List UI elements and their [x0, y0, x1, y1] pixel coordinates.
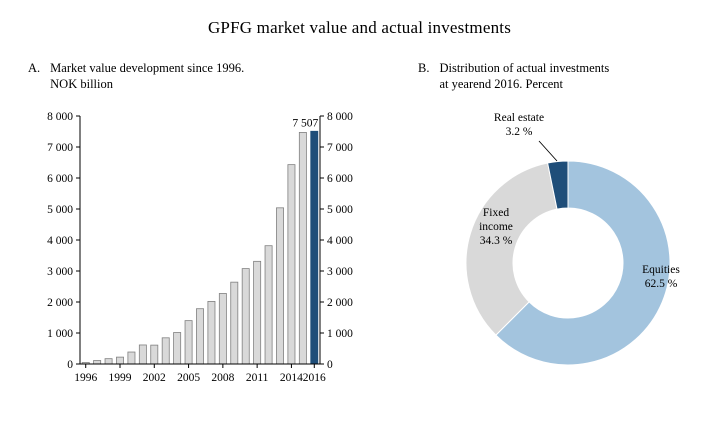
svg-text:5 000: 5 000 — [47, 203, 73, 215]
svg-text:3.2 %: 3.2 % — [506, 126, 533, 138]
panel-a-heading-text: Market value development since 1996. NOK… — [50, 60, 400, 93]
panel-investments: B. Distribution of actual investments at… — [418, 60, 718, 401]
svg-text:0: 0 — [327, 358, 333, 370]
svg-text:Equities: Equities — [642, 264, 680, 276]
svg-text:3 000: 3 000 — [327, 265, 353, 277]
svg-text:8 000: 8 000 — [327, 110, 353, 122]
bar-chart: 0 0 1 000 1 000 2 000 2 000 3 000 3 000 4 000 4 0… — [47, 110, 353, 384]
svg-text:1999: 1999 — [109, 372, 132, 384]
svg-text:Real estate: Real estate — [494, 112, 544, 124]
panel-b-label: B. — [418, 61, 430, 75]
svg-text:2 000: 2 000 — [47, 296, 73, 308]
svg-text:3 000: 3 000 — [47, 265, 73, 277]
panel-a-heading-line1: Market value development since 1996. — [50, 61, 245, 75]
svg-text:2016: 2016 — [303, 372, 326, 384]
svg-text:2 000: 2 000 — [327, 296, 353, 308]
svg-text:2014: 2014 — [280, 372, 303, 384]
svg-text:1996: 1996 — [74, 372, 97, 384]
donut-chart: Equities 62.5 % Fixed income 34.3 % Real esta… — [465, 112, 680, 365]
svg-text:income: income — [479, 221, 513, 233]
panel-a-label: A. — [28, 61, 41, 75]
svg-text:2005: 2005 — [177, 372, 200, 384]
svg-text:4 000: 4 000 — [327, 234, 353, 246]
svg-text:1 000: 1 000 — [47, 327, 73, 339]
panel-b-heading-line1: Distribution of actual investments — [439, 61, 610, 75]
panel-market-value: A. Market value development since 1996. … — [28, 60, 400, 401]
svg-text:2002: 2002 — [143, 372, 166, 384]
svg-text:7 000: 7 000 — [47, 141, 73, 153]
svg-text:6 000: 6 000 — [327, 172, 353, 184]
svg-text:34.3 %: 34.3 % — [480, 235, 513, 247]
svg-text:2011: 2011 — [246, 372, 269, 384]
svg-text:5 000: 5 000 — [327, 203, 353, 215]
panel-a-heading: A. Market value development since 1996. … — [28, 60, 400, 93]
panel-b-heading: B. Distribution of actual investments at… — [418, 60, 718, 93]
svg-text:8 000: 8 000 — [47, 110, 73, 122]
svg-text:62.5 %: 62.5 % — [645, 278, 678, 290]
panel-b-heading-line2: at yearend 2016. Percent — [439, 77, 564, 92]
svg-text:4 000: 4 000 — [47, 234, 73, 246]
svg-text:7 000: 7 000 — [327, 141, 353, 153]
svg-text:2008: 2008 — [211, 372, 234, 384]
svg-text:7 507: 7 507 — [292, 117, 318, 129]
figure-title: GPFG market value and actual investments — [207, 18, 512, 37]
svg-text:0: 0 — [67, 358, 73, 370]
panel-a-heading-line2: NOK billion — [50, 77, 114, 92]
panel-b-heading-text: Distribution of actual investments at ye… — [439, 60, 718, 93]
svg-text:Fixed: Fixed — [483, 207, 509, 219]
svg-text:6 000: 6 000 — [47, 172, 73, 184]
svg-text:1 000: 1 000 — [327, 327, 353, 339]
